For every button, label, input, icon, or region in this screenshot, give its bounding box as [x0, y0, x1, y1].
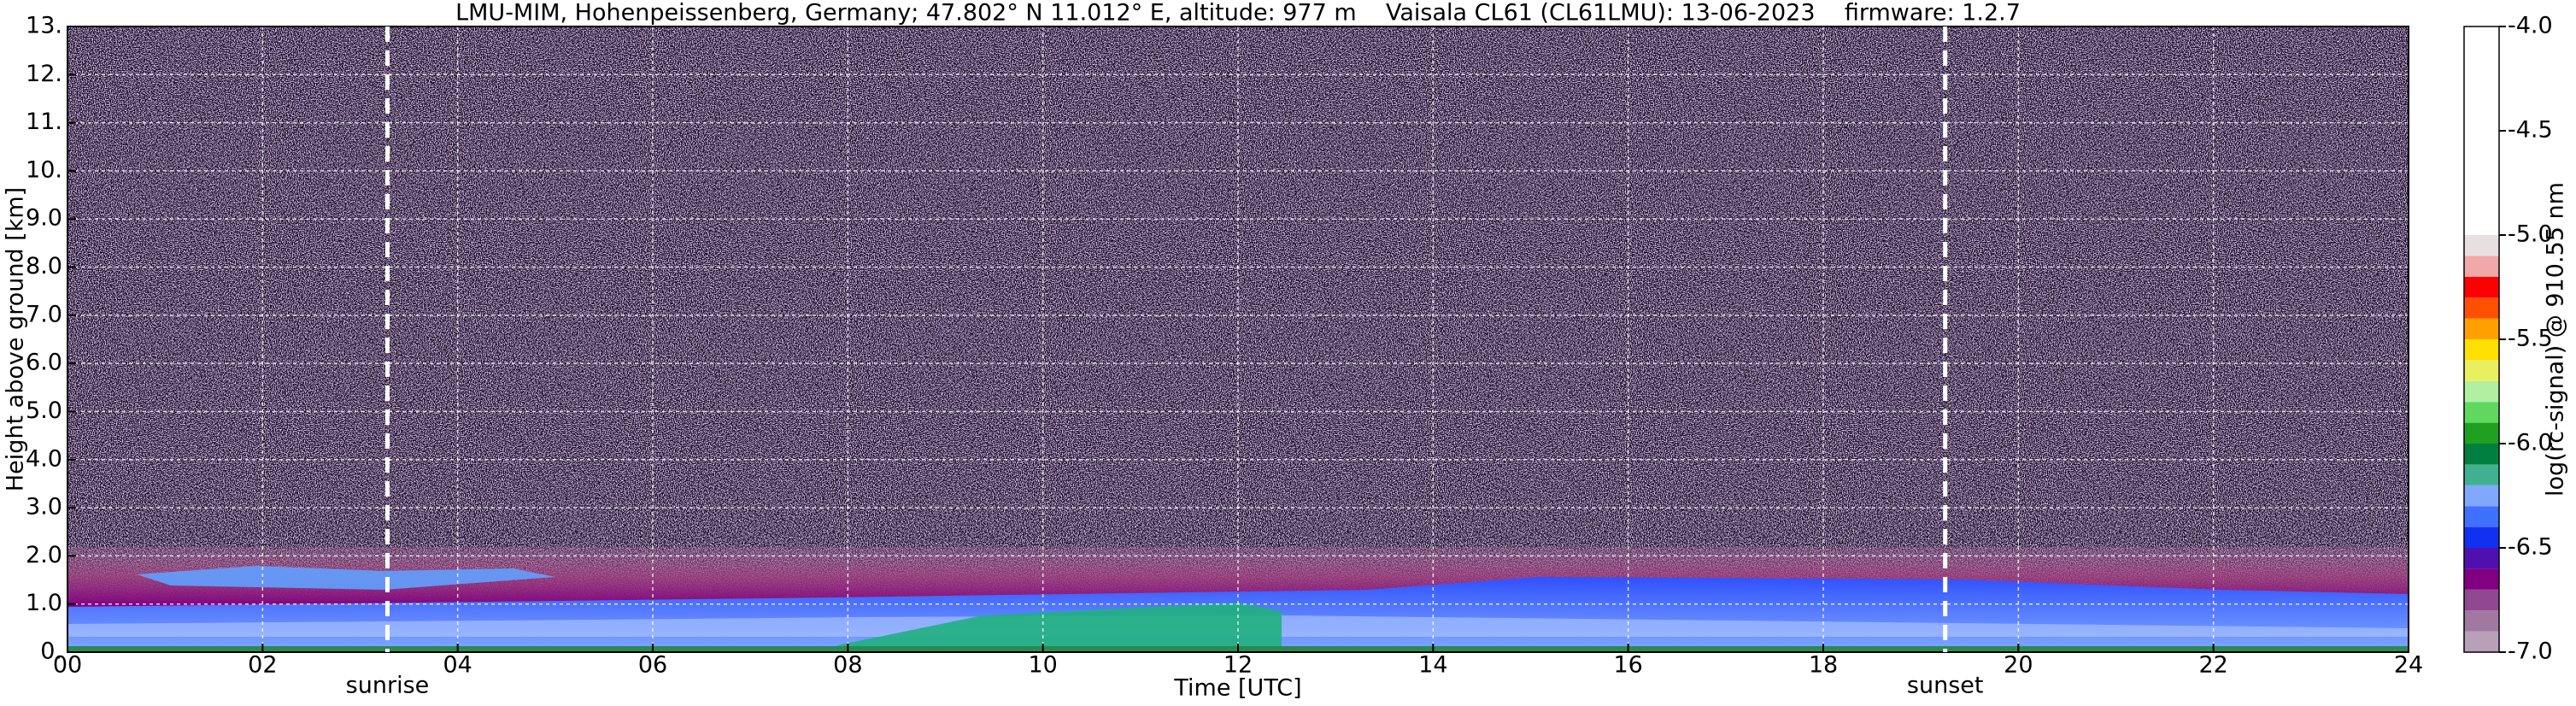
- colorbar-swatch: [2464, 276, 2499, 298]
- x-tick-label: 02: [248, 652, 277, 679]
- colorbar-tick-label: -5.5: [2508, 326, 2553, 352]
- colorbar-swatch: [2464, 444, 2499, 465]
- y-tick-label: 6.0: [26, 350, 62, 376]
- colorbar-label: log(rc-signal) @ 910.55 nm: [2543, 182, 2569, 497]
- colorbar-swatch: [2464, 506, 2499, 527]
- colorbar-swatch: [2464, 402, 2499, 423]
- y-tick-label: 8.0: [26, 253, 62, 279]
- x-tick-label: 08: [833, 652, 862, 679]
- y-tick-label: 4.0: [26, 445, 62, 472]
- event-label: sunrise: [346, 673, 430, 699]
- x-tick-label: 12: [1223, 652, 1253, 679]
- colorbar-swatch: [2464, 527, 2499, 548]
- y-tick-label: 1.0: [26, 590, 62, 616]
- y-tick-label: 12.: [26, 61, 62, 87]
- y-tick-label: 7.0: [26, 301, 62, 327]
- x-tick-label: 22: [2198, 652, 2227, 679]
- colorbar-swatch: [2464, 318, 2499, 339]
- chart-title: LMU-MIM, Hohenpeissenberg, Germany; 47.8…: [455, 0, 2021, 26]
- colorbar-tick-label: -7.0: [2508, 638, 2553, 665]
- y-tick-label: 3.0: [26, 494, 62, 521]
- colorbar-swatch: [2464, 297, 2499, 319]
- x-tick-label: 14: [1418, 652, 1447, 679]
- y-tick-label: 0.: [40, 638, 62, 665]
- colorbar-tick-label: -4.5: [2508, 117, 2553, 144]
- colorbar-swatch: [2464, 235, 2499, 256]
- grid: [67, 26, 2409, 653]
- colorbar-swatch: [2464, 464, 2499, 485]
- x-tick-label: 24: [2394, 652, 2423, 679]
- colorbar-tick-label: -6.0: [2508, 430, 2553, 456]
- colorbar-tick-label: -4.0: [2508, 13, 2553, 39]
- x-tick-label: 18: [1809, 652, 1838, 679]
- y-tick-label: 9.0: [26, 205, 62, 232]
- x-axis-label: Time [UTC]: [1173, 675, 1301, 702]
- y-tick-label: 11.: [26, 109, 62, 135]
- y-axis-label: Height above ground [km]: [3, 187, 29, 491]
- y-tick-label: 2.0: [26, 542, 62, 568]
- colorbar-swatch: [2464, 339, 2499, 361]
- backscatter-field: [67, 26, 2409, 652]
- colorbar-tick-label: -5.0: [2508, 221, 2553, 248]
- y-tick-label: 5.0: [26, 397, 62, 424]
- colorbar-swatch: [2464, 548, 2499, 569]
- x-tick-label: 04: [443, 652, 472, 679]
- colorbar-swatch: [2464, 589, 2499, 611]
- x-tick-label: 20: [2004, 652, 2033, 679]
- y-tick-label: 10.: [26, 156, 62, 183]
- x-tick-label: 00: [53, 652, 82, 679]
- x-tick-label: 10: [1028, 652, 1057, 679]
- x-tick-label: 06: [638, 652, 667, 679]
- colorbar-swatch: [2464, 380, 2499, 403]
- colorbar-swatch: [2464, 422, 2499, 444]
- event-label: sunset: [1907, 673, 1984, 699]
- colorbar-swatch: [2464, 485, 2499, 507]
- colorbar-swatch: [2464, 360, 2499, 381]
- colorbar-swatch: [2464, 256, 2499, 277]
- colorbar-swatch: [2464, 610, 2499, 632]
- colorbar-tick-label: -6.5: [2508, 534, 2553, 561]
- y-tick-label: 13.: [26, 13, 62, 39]
- x-tick-label: 16: [1613, 652, 1642, 679]
- colorbar-swatch: [2464, 26, 2499, 235]
- colorbar-swatch: [2464, 568, 2499, 590]
- colorbar-swatch: [2464, 631, 2499, 652]
